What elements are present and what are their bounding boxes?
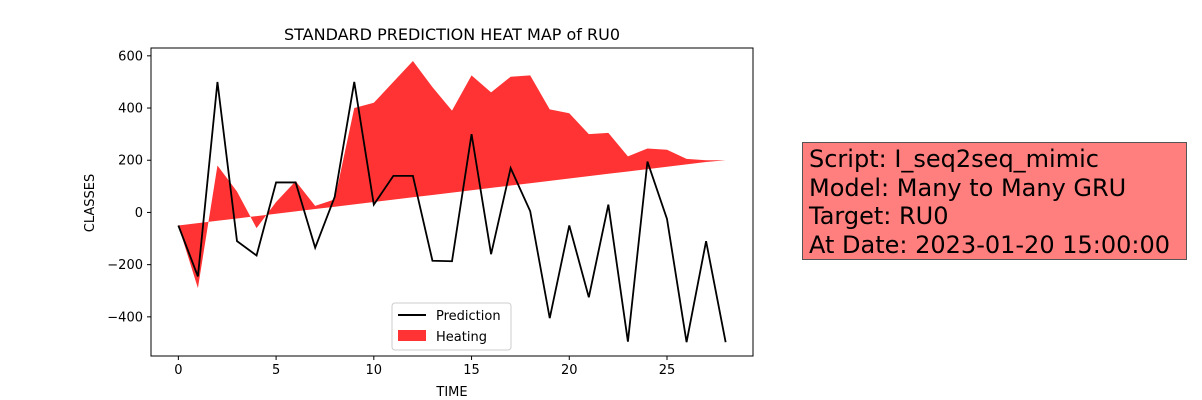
heating-area-layer [178, 61, 726, 289]
x-tick-label: 0 [174, 363, 182, 378]
x-tick-label: 5 [272, 363, 280, 378]
legend-heating-label: Heating [436, 330, 487, 345]
x-tick-label: 20 [561, 363, 578, 378]
heating-area [178, 61, 726, 289]
chart-title: STANDARD PREDICTION HEAT MAP of RU0 [284, 25, 620, 44]
info-model-line: Model: Many to Many GRU [809, 173, 1127, 202]
y-tick-label: −200 [107, 258, 143, 273]
prediction-line-layer [177, 81, 727, 343]
y-tick-label: 400 [118, 102, 143, 117]
y-tick-label: 0 [135, 206, 143, 221]
x-axis-label: TIME [435, 385, 467, 400]
prediction-line [177, 81, 727, 343]
info-script-line: Script: I_seq2seq_mimic [809, 145, 1099, 173]
plot-frame [150, 47, 754, 357]
y-tick-label: 600 [118, 49, 143, 64]
legend: Prediction Heating [391, 302, 512, 351]
info-date-line: At Date: 2023-01-20 15:00:00 [809, 230, 1171, 259]
y-tick-label: 200 [118, 154, 143, 169]
x-tick-label: 15 [463, 363, 480, 378]
y-tick-label: −400 [107, 310, 143, 325]
y-axis-label: CLASSES [83, 174, 98, 232]
legend-prediction-label: Prediction [436, 309, 501, 324]
legend-heating-swatch [398, 330, 426, 341]
info-target-line: Target: RU0 [809, 202, 949, 230]
x-tick-label: 10 [366, 363, 383, 378]
x-axis-ticks: 0 5 10 15 20 25 [174, 356, 675, 378]
x-tick-label: 25 [659, 363, 676, 378]
y-axis-ticks: −400 −200 0 200 400 600 [107, 49, 151, 325]
info-box: Script: I_seq2seq_mimic Model: Many to M… [802, 142, 1187, 260]
